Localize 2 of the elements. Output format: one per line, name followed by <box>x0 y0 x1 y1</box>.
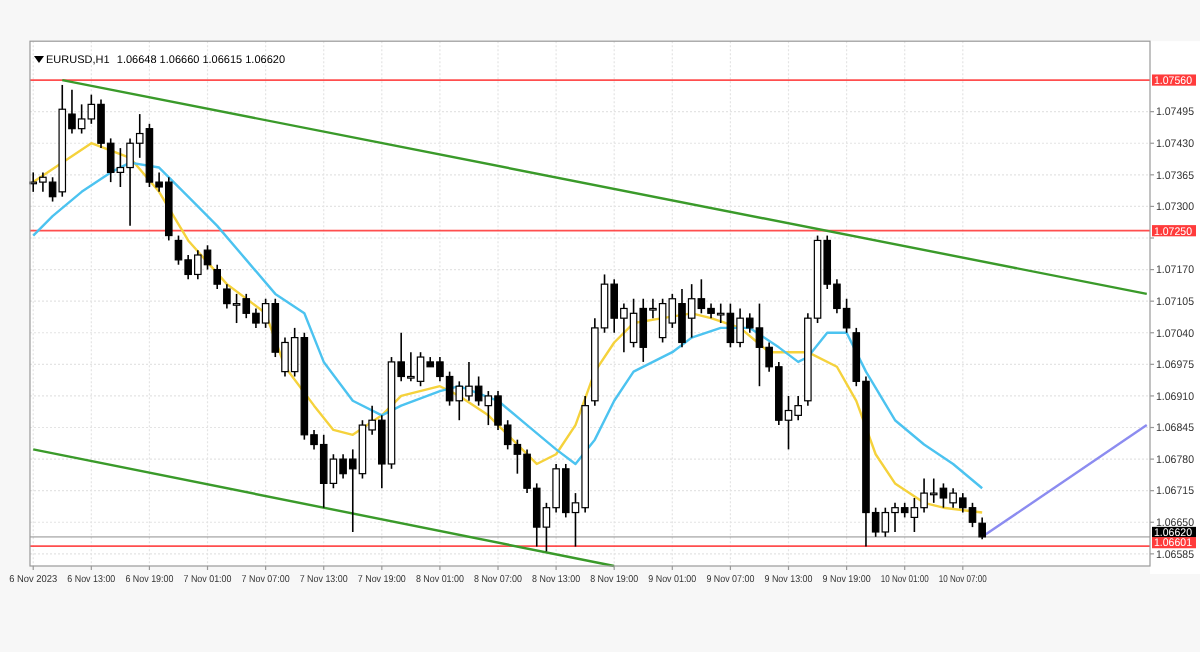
candlestick <box>978 516 986 541</box>
candlestick <box>213 263 221 290</box>
